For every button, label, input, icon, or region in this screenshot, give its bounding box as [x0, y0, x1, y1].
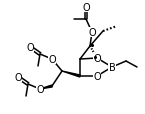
Text: B: B [109, 62, 115, 72]
Polygon shape [62, 71, 80, 77]
Polygon shape [40, 85, 52, 89]
Text: O: O [88, 28, 96, 38]
Text: O: O [36, 84, 44, 94]
Text: O: O [82, 3, 90, 13]
Text: O: O [93, 54, 101, 63]
Text: O: O [14, 72, 22, 82]
Text: O: O [93, 71, 101, 81]
Text: O: O [48, 54, 56, 64]
Text: O: O [26, 43, 34, 53]
